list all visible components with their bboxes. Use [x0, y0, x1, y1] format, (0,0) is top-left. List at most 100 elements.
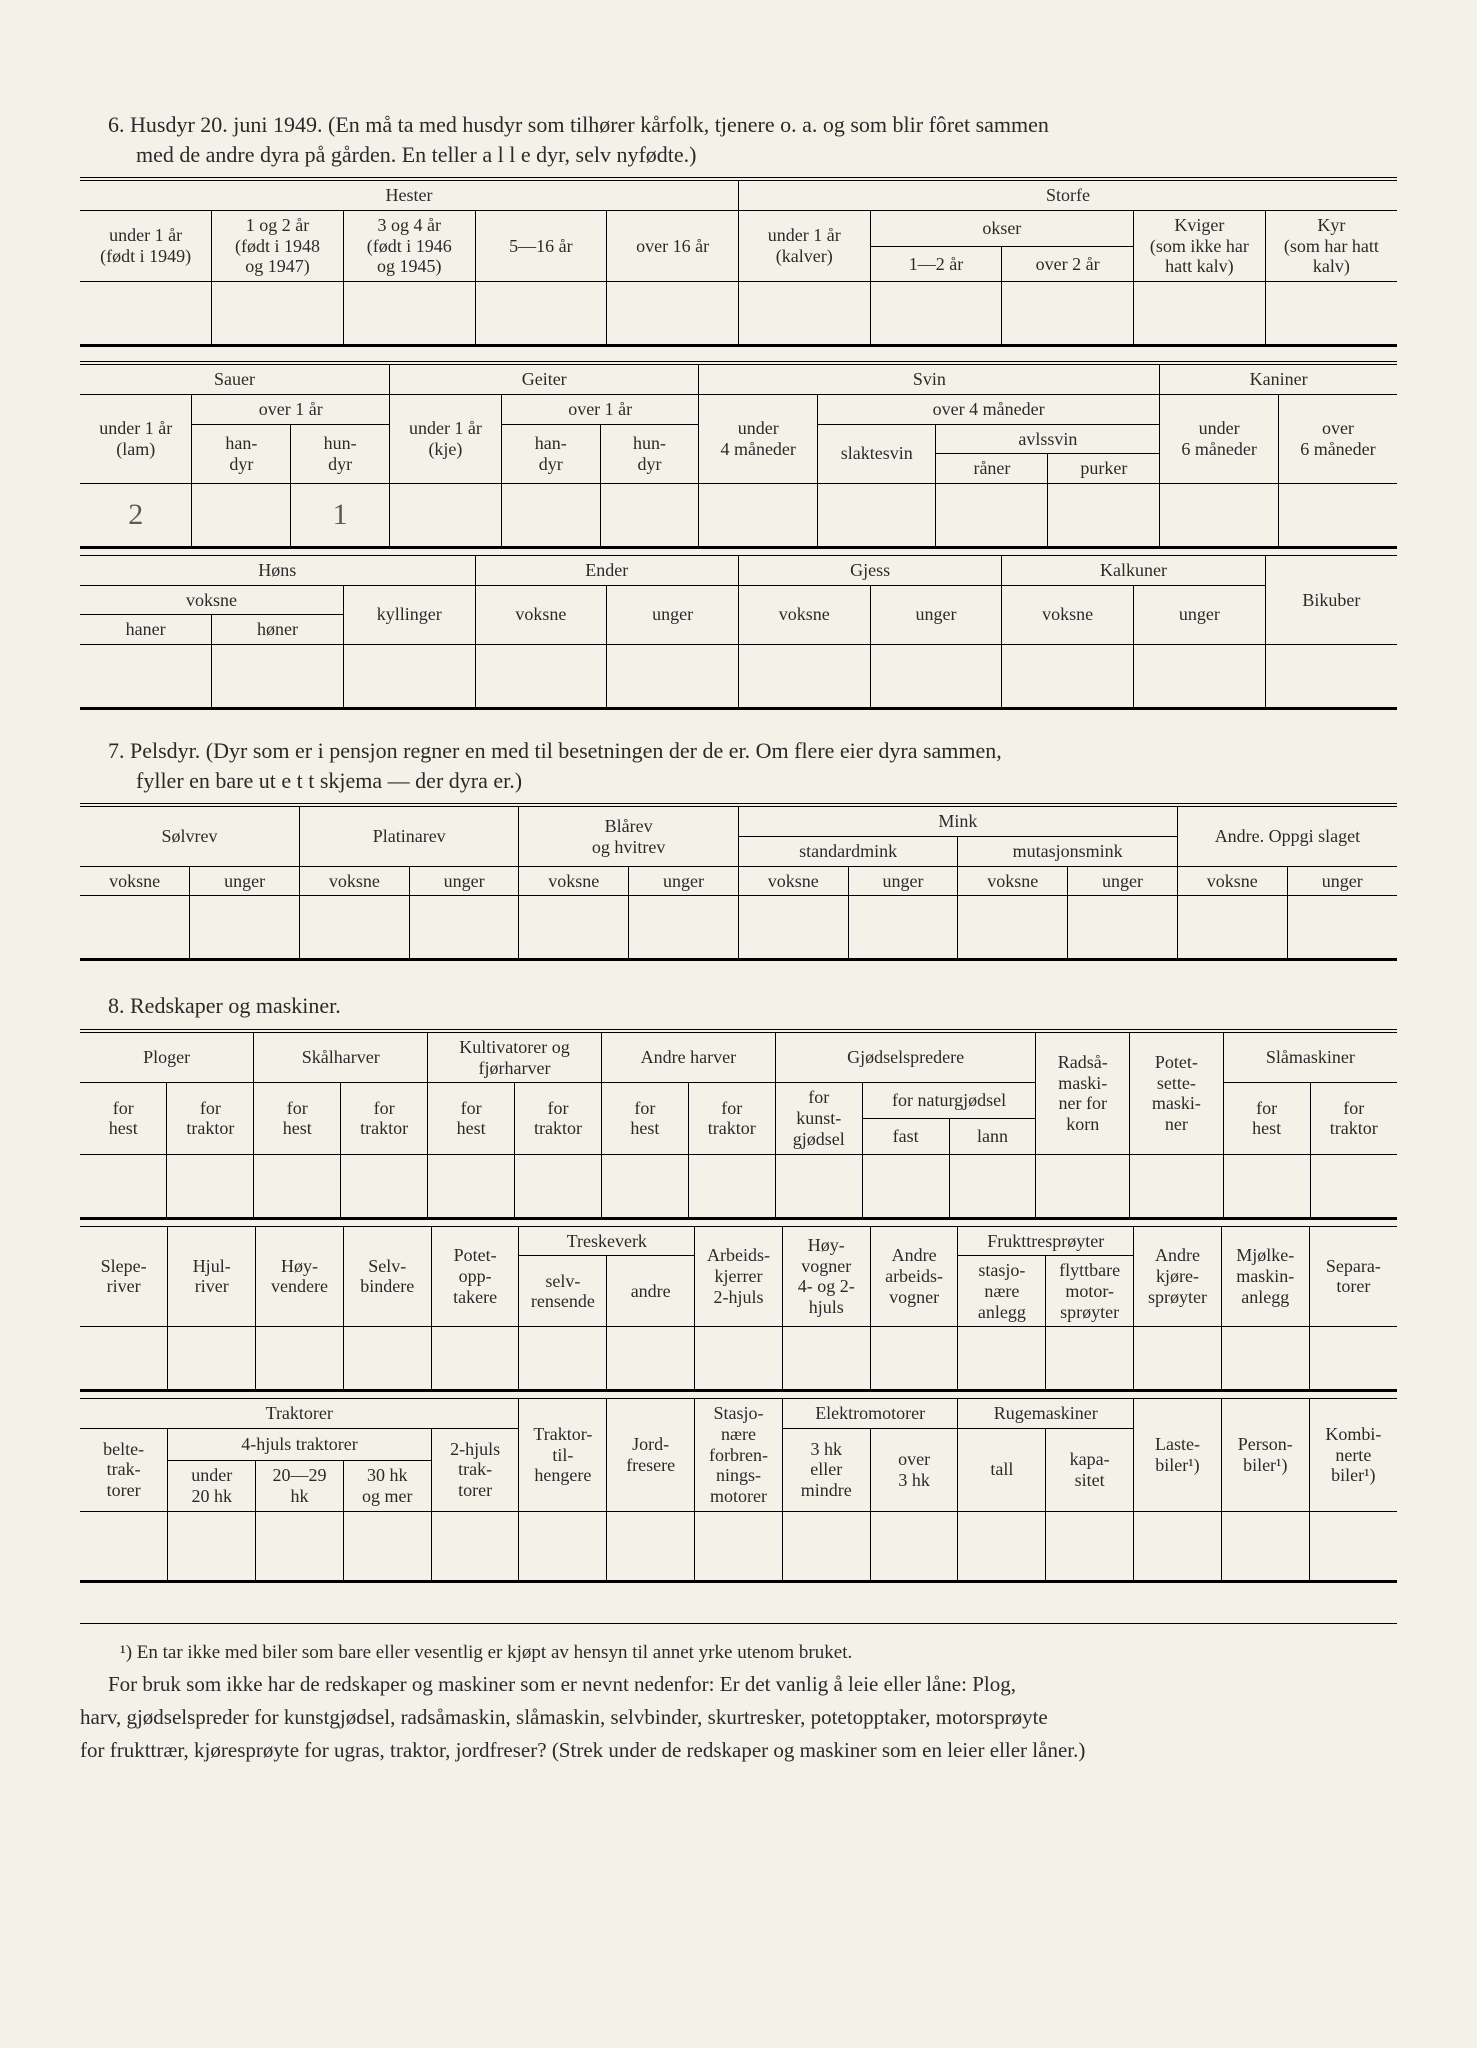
cell[interactable] — [688, 1154, 775, 1218]
cell[interactable] — [256, 1327, 344, 1391]
s-c1: under 1 år(kalver) — [738, 211, 870, 282]
cell[interactable] — [600, 483, 699, 547]
cell[interactable] — [343, 1511, 431, 1581]
cell[interactable] — [431, 1327, 519, 1391]
cell[interactable] — [167, 1154, 254, 1218]
cell[interactable] — [1046, 1327, 1134, 1391]
cell[interactable] — [958, 1511, 1046, 1581]
svin-group: Svin — [699, 363, 1160, 394]
cell[interactable] — [80, 1327, 168, 1391]
cell[interactable] — [936, 483, 1048, 547]
cell[interactable] — [870, 282, 1002, 346]
cell[interactable] — [1048, 483, 1160, 547]
cell[interactable] — [738, 282, 870, 346]
cell[interactable] — [699, 483, 818, 547]
cell[interactable]: 1 — [291, 483, 390, 547]
cell[interactable] — [519, 1327, 607, 1391]
cell[interactable] — [862, 1154, 949, 1218]
cell[interactable] — [695, 1511, 783, 1581]
cell[interactable] — [475, 644, 607, 708]
cell[interactable] — [738, 644, 870, 708]
cell[interactable] — [695, 1327, 783, 1391]
firehjuls: 4-hjuls traktorer — [168, 1428, 431, 1460]
cell[interactable] — [299, 896, 409, 960]
hons-kyllinger: kyllinger — [343, 585, 475, 644]
cell[interactable] — [1278, 483, 1397, 547]
census-form-page: 6. Husdyr 20. juni 1949. (En må ta med h… — [0, 0, 1477, 2048]
cell[interactable] — [475, 282, 607, 346]
cell[interactable] — [80, 896, 190, 960]
cell[interactable] — [389, 483, 501, 547]
cell[interactable] — [515, 1154, 602, 1218]
cell[interactable] — [1265, 282, 1397, 346]
cell[interactable] — [1130, 1154, 1224, 1218]
cell[interactable] — [782, 1511, 870, 1581]
cell[interactable] — [254, 1154, 341, 1218]
cell[interactable] — [343, 644, 475, 708]
cell[interactable] — [1221, 1511, 1309, 1581]
cell[interactable] — [428, 1154, 515, 1218]
cell[interactable] — [190, 896, 300, 960]
cell[interactable] — [1134, 644, 1266, 708]
cell[interactable] — [409, 896, 519, 960]
cell[interactable] — [1036, 1154, 1130, 1218]
cell[interactable] — [168, 1511, 256, 1581]
cell[interactable] — [1002, 282, 1134, 346]
cell[interactable] — [782, 1327, 870, 1391]
cell[interactable] — [738, 896, 848, 960]
cell[interactable] — [607, 282, 739, 346]
cell[interactable] — [949, 1154, 1036, 1218]
cell[interactable] — [1309, 1327, 1397, 1391]
cell[interactable] — [1265, 644, 1397, 708]
cell[interactable] — [601, 1154, 688, 1218]
cell[interactable] — [848, 896, 958, 960]
cell[interactable] — [607, 644, 739, 708]
cell[interactable] — [607, 1511, 695, 1581]
sauer-over1: over 1 år — [192, 394, 390, 424]
cell[interactable] — [1002, 644, 1134, 708]
cell[interactable] — [958, 1327, 1046, 1391]
cell[interactable] — [1287, 896, 1397, 960]
cell[interactable] — [870, 1511, 958, 1581]
stasjonare-motorer: Stasjo-næreforbren-nings-motorer — [695, 1399, 783, 1511]
cell[interactable] — [1068, 896, 1178, 960]
cell[interactable] — [607, 1327, 695, 1391]
cell[interactable] — [212, 282, 344, 346]
cell[interactable] — [1310, 1154, 1397, 1218]
cell[interactable] — [629, 896, 739, 960]
cell[interactable] — [168, 1327, 256, 1391]
table-redskaper-2: Slepe-river Hjul-river Høy-vendere Selv-… — [80, 1226, 1397, 1393]
cell[interactable] — [341, 1154, 428, 1218]
cell[interactable] — [80, 644, 212, 708]
cell[interactable] — [817, 483, 936, 547]
cell[interactable] — [212, 644, 344, 708]
cell[interactable] — [1177, 896, 1287, 960]
cell[interactable] — [1221, 1327, 1309, 1391]
cell[interactable] — [1134, 282, 1266, 346]
cell[interactable] — [1223, 1154, 1310, 1218]
cell[interactable] — [1046, 1511, 1134, 1581]
voksne: voksne — [738, 866, 848, 896]
cell[interactable] — [958, 896, 1068, 960]
cell[interactable] — [870, 644, 1002, 708]
for-traktor: fortraktor — [1310, 1083, 1397, 1154]
cell[interactable] — [256, 1511, 344, 1581]
cell[interactable] — [870, 1327, 958, 1391]
cell[interactable] — [519, 896, 629, 960]
geiter-u1: under 1 år(kje) — [389, 394, 501, 483]
cell[interactable] — [343, 1327, 431, 1391]
cell[interactable] — [1160, 483, 1279, 547]
cell[interactable] — [192, 483, 291, 547]
cell[interactable] — [80, 1154, 167, 1218]
cell[interactable] — [1134, 1511, 1222, 1581]
cell[interactable] — [431, 1511, 519, 1581]
cell[interactable] — [1134, 1327, 1222, 1391]
cell[interactable] — [80, 1511, 168, 1581]
cell[interactable] — [501, 483, 600, 547]
cell[interactable] — [775, 1154, 862, 1218]
cell[interactable] — [1309, 1511, 1397, 1581]
cell[interactable] — [343, 282, 475, 346]
cell[interactable] — [519, 1511, 607, 1581]
cell[interactable] — [80, 282, 212, 346]
cell[interactable]: 2 — [80, 483, 192, 547]
